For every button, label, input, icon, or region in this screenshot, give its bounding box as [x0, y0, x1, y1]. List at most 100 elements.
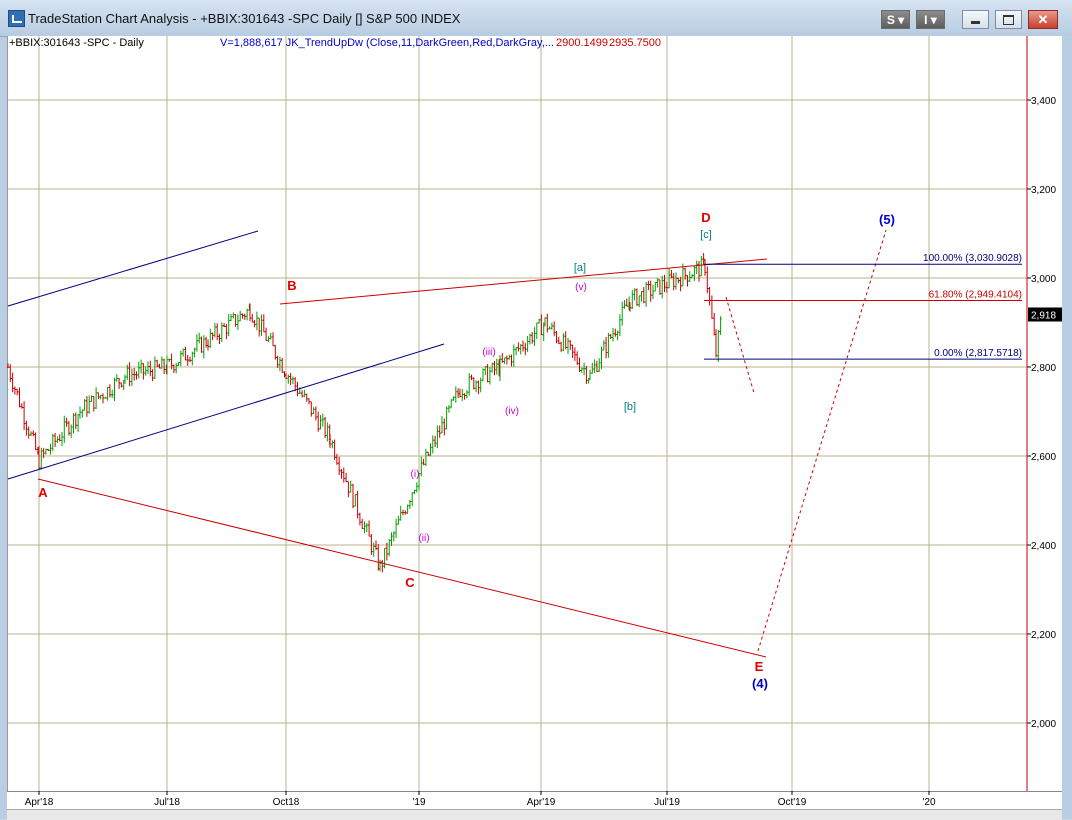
- price-bar: [106, 386, 109, 401]
- price-bar: [548, 326, 551, 330]
- price-scale[interactable]: [1027, 36, 1062, 791]
- price-bar: [458, 388, 462, 398]
- price-bar: [25, 420, 28, 436]
- wave-label: C: [405, 575, 415, 590]
- price-bar: [533, 327, 536, 346]
- price-bar: [647, 280, 650, 291]
- price-bar: [564, 331, 567, 350]
- price-tick-label: 2,800: [1031, 363, 1056, 374]
- close-button[interactable]: ✕: [1028, 10, 1058, 29]
- price-bar: [142, 363, 145, 380]
- price-bar: [310, 401, 313, 417]
- price-bar: [573, 347, 577, 361]
- price-bar: [585, 365, 588, 385]
- price-bar: [557, 336, 560, 345]
- price-bar: [40, 447, 43, 470]
- i-menu-button[interactable]: I ▾: [916, 10, 945, 29]
- price-bar: [443, 418, 446, 436]
- price-bar: [427, 451, 430, 456]
- price-bar: [137, 361, 140, 379]
- price-bar: [474, 380, 478, 393]
- upper-blue-channel-line: [7, 230, 259, 307]
- price-bar: [153, 356, 157, 380]
- price-bar: [609, 333, 612, 339]
- price-bar: [713, 312, 716, 336]
- price-bar: [115, 374, 118, 382]
- price-bar: [177, 362, 180, 366]
- price-bar: [342, 467, 345, 483]
- price-bar: [695, 260, 698, 275]
- price-tick-label: 2,200: [1031, 630, 1056, 641]
- price-bar: [232, 312, 235, 319]
- price-bar: [700, 256, 703, 277]
- price-bar: [236, 314, 240, 330]
- minimize-icon: [971, 21, 980, 24]
- price-bar: [85, 396, 89, 417]
- price-bar: [269, 333, 272, 340]
- price-bar: [514, 346, 518, 356]
- minimize-button[interactable]: [962, 10, 989, 29]
- price-bar: [385, 542, 389, 561]
- price-bar: [198, 332, 201, 344]
- projection-dashed-line-1: [725, 296, 755, 394]
- price-bar: [321, 413, 324, 427]
- price-bar: [422, 458, 425, 466]
- price-tick-label: 2,000: [1031, 719, 1056, 730]
- time-tick-label: Apr'19: [527, 797, 556, 808]
- price-bar: [625, 298, 628, 307]
- price-bar: [168, 358, 171, 363]
- price-bar: [365, 523, 368, 533]
- s-menu-button[interactable]: S ▾: [881, 10, 910, 29]
- wave-label: (i): [411, 469, 420, 480]
- price-bar: [479, 377, 482, 393]
- price-bar: [328, 433, 332, 448]
- price-tick-label: 3,000: [1031, 274, 1056, 285]
- price-bar: [372, 542, 375, 557]
- price-bar: [351, 483, 355, 509]
- price-bar: [390, 532, 393, 547]
- price-bar: [454, 386, 457, 403]
- horizontal-scrollbar[interactable]: [7, 809, 1062, 820]
- time-tick-label: Oct'19: [778, 797, 807, 808]
- price-bar: [340, 469, 343, 479]
- price-bar: [521, 340, 525, 352]
- price-bar: [260, 314, 263, 337]
- time-axis[interactable]: [7, 791, 1062, 810]
- price-bar: [495, 358, 498, 375]
- price-bar: [213, 322, 217, 338]
- price-bar: [139, 359, 143, 374]
- price-bar: [383, 547, 386, 569]
- price-bar: [358, 512, 362, 526]
- price-bar: [526, 335, 529, 352]
- price-bar: [88, 395, 91, 414]
- grid-lines: [8, 36, 1027, 791]
- price-bar: [555, 330, 558, 344]
- title-bar[interactable]: TradeStation Chart Analysis - +BBIX:3016…: [0, 0, 1072, 37]
- price-bar: [186, 355, 189, 366]
- price-bar: [559, 341, 563, 352]
- price-bar: [32, 430, 35, 437]
- price-bar: [191, 351, 194, 366]
- price-bar: [614, 328, 617, 337]
- price-bar: [644, 281, 648, 307]
- chart-plot-area[interactable]: [7, 36, 1028, 791]
- price-bar: [540, 314, 543, 336]
- price-bar: [323, 416, 327, 439]
- time-tick-label: '20: [922, 797, 935, 808]
- price-bar: [170, 353, 173, 370]
- wave-label: D: [701, 210, 710, 225]
- price-bar: [465, 390, 469, 399]
- wave-label: B: [287, 278, 296, 293]
- price-bar: [714, 329, 718, 358]
- price-bar: [595, 360, 599, 373]
- price-bar: [303, 389, 306, 398]
- price-bar: [667, 268, 671, 289]
- price-bar: [241, 313, 244, 319]
- price-bar: [13, 386, 17, 395]
- maximize-button[interactable]: [995, 10, 1022, 29]
- price-bar: [621, 301, 624, 326]
- price-bar: [344, 472, 348, 483]
- price-bar: [202, 335, 205, 359]
